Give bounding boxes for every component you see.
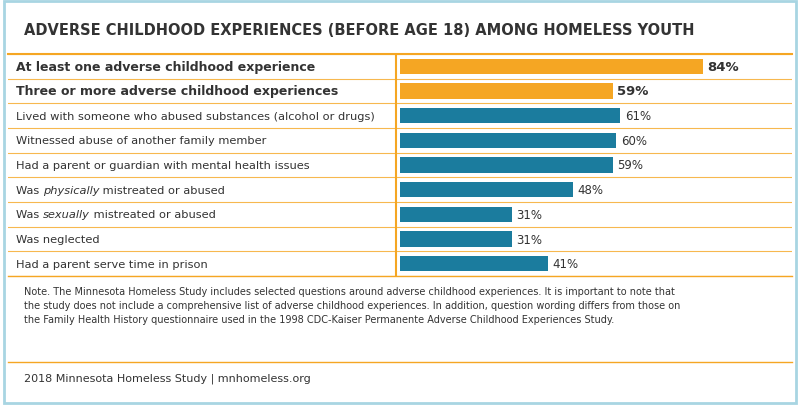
Text: Three or more adverse childhood experiences: Three or more adverse childhood experien… (16, 85, 338, 98)
Text: 31%: 31% (517, 208, 542, 221)
Text: physically: physically (42, 185, 99, 195)
Bar (400, 256, 548, 272)
Text: sexually: sexually (42, 210, 90, 220)
Text: Had a parent serve time in prison: Had a parent serve time in prison (16, 259, 207, 269)
Text: 84%: 84% (708, 61, 739, 74)
Text: mistreated or abused: mistreated or abused (90, 210, 215, 220)
Text: 41%: 41% (553, 258, 578, 271)
Text: 61%: 61% (625, 110, 651, 123)
Text: Witnessed abuse of another family member: Witnessed abuse of another family member (16, 136, 266, 146)
Bar (400, 183, 573, 198)
Text: 2018 Minnesota Homeless Study | mnhomeless.org: 2018 Minnesota Homeless Study | mnhomele… (24, 373, 310, 383)
Text: 60%: 60% (621, 134, 647, 147)
Text: Note. The Minnesota Homeless Study includes selected questions around adverse ch: Note. The Minnesota Homeless Study inclu… (24, 287, 680, 324)
Text: Had a parent or guardian with mental health issues: Had a parent or guardian with mental hea… (16, 160, 310, 171)
Text: 59%: 59% (618, 159, 643, 172)
Text: 48%: 48% (578, 184, 604, 197)
Bar (400, 158, 613, 173)
Bar (400, 207, 512, 222)
Bar (400, 84, 613, 99)
Text: Was neglected: Was neglected (16, 234, 99, 245)
Bar (400, 60, 703, 75)
Text: At least one adverse childhood experience: At least one adverse childhood experienc… (16, 61, 315, 74)
Text: 59%: 59% (618, 85, 649, 98)
Text: Was: Was (16, 185, 42, 195)
Text: Was: Was (16, 210, 42, 220)
Text: Lived with someone who abused substances (alcohol or drugs): Lived with someone who abused substances… (16, 111, 374, 122)
Text: 31%: 31% (517, 233, 542, 246)
Text: ADVERSE CHILDHOOD EXPERIENCES (BEFORE AGE 18) AMONG HOMELESS YOUTH: ADVERSE CHILDHOOD EXPERIENCES (BEFORE AG… (24, 23, 694, 38)
Text: mistreated or abused: mistreated or abused (99, 185, 225, 195)
Bar (400, 133, 616, 149)
Bar (400, 232, 512, 247)
Bar (400, 109, 620, 124)
